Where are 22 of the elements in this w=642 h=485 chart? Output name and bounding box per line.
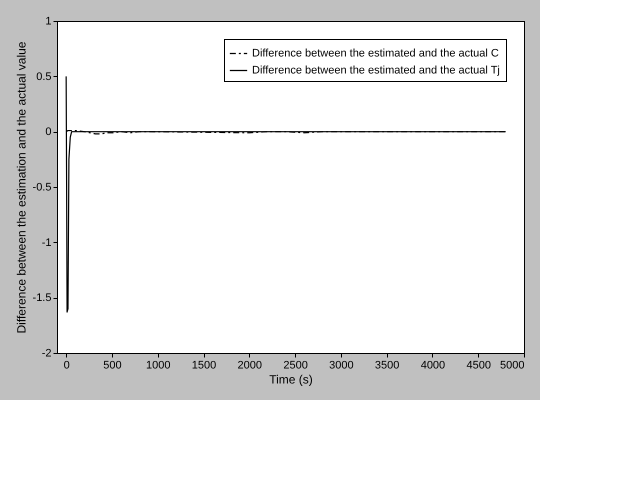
x-tick-label: 1000	[146, 360, 170, 372]
y-tick-label: -2	[42, 348, 52, 360]
y-tick-label: 0.5	[36, 70, 52, 83]
x-tick-label: 4500	[466, 360, 491, 372]
x-tick-label: 3500	[374, 360, 400, 372]
y-tick-label: -0.5	[32, 182, 52, 194]
x-tick-label: 2500	[283, 360, 308, 372]
x-tick-label: 5000	[500, 360, 524, 372]
y-tick-label: -1.5	[32, 292, 52, 304]
x-tick-label: 4000	[420, 360, 446, 372]
legend-label: Difference between the estimated and the actual Tj	[252, 64, 500, 76]
y-tick-label: -1	[42, 236, 52, 249]
y-tick-label: 1	[45, 16, 52, 28]
x-tick-label: 500	[103, 360, 122, 372]
y-tick-label: 0	[45, 126, 52, 138]
y-axis-title: Difference between the estimation and the actual value	[14, 41, 29, 334]
x-tick-label: 0	[64, 360, 70, 372]
x-tick-label: 2000	[238, 360, 262, 372]
x-tick-label: 3000	[329, 360, 354, 372]
x-axis-title: Time (s)	[269, 372, 313, 386]
x-tick-label: 1500	[192, 360, 216, 372]
legend-label: Difference between the estimated and the actual C	[252, 48, 499, 60]
